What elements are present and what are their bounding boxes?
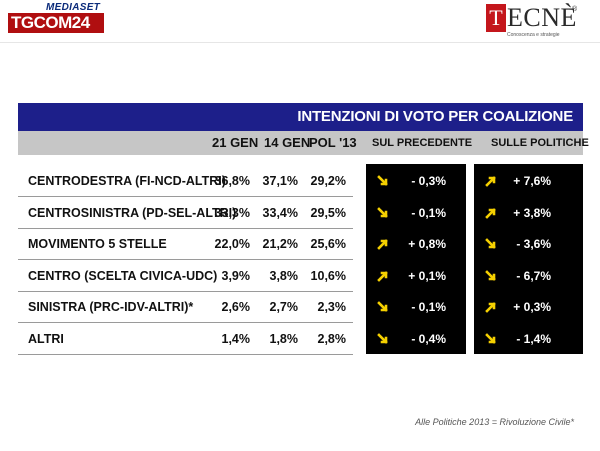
table-title-bar: INTENZIONI DI VOTO PER COALIZIONE [18,103,583,131]
value-21gen: 33,3% [214,205,250,220]
row-label: CENTROSINISTRA (PD-SEL-ALTRI) [28,205,237,220]
row-divider [18,353,353,355]
delta-precedente: + 0,1% [408,268,446,283]
row-divider [18,259,353,260]
delta-politiche: + 7,6% [513,174,551,188]
tecne-initial: T [486,4,506,32]
value-pol13: 2,8% [317,331,347,346]
delta-precedente: - 0,1% [411,300,446,314]
row-label: ALTRI [28,331,64,346]
row-label: MOVIMENTO 5 STELLE [28,237,167,251]
row-label: SINISTRA (PRC-IDV-ALTRI)* [28,300,194,314]
trend-down-icon [485,269,496,281]
delta-politiche: - 6,7% [516,268,551,283]
column-header-bar [18,131,583,155]
column-header-pol13: POL '13 [309,135,357,150]
value-21gen: 3,9% [221,268,251,283]
delta-precedente: - 0,3% [411,174,446,188]
value-14gen: 1,8% [269,331,299,346]
value-21gen: 22,0% [214,237,250,251]
registered-mark: ® [572,6,578,13]
value-pol13: 25,6% [310,237,346,251]
delta-precedente: - 0,4% [411,331,446,346]
trend-up-icon [485,302,496,313]
trend-up-icon [485,176,496,187]
column-header-sulle-politiche: SULLE POLITICHE [491,137,589,149]
trend-up-icon [377,270,388,282]
value-14gen: 33,4% [262,205,298,220]
row-divider [18,227,353,229]
delta-politiche: - 3,6% [516,237,551,251]
trend-down-icon [377,332,388,344]
delta-precedente: - 0,1% [411,205,446,220]
row-divider [18,290,353,292]
value-14gen: 3,8% [269,268,299,283]
tgcom24-logo: MEDIASET TGCOM24 [8,2,104,36]
value-pol13: 29,2% [310,174,346,188]
column-header-21gen: 21 GEN [212,135,259,150]
value-21gen: 2,6% [221,300,251,314]
delta-politiche-column [474,164,583,354]
value-21gen: 1,4% [221,331,251,346]
row-label: CENTRODESTRA (FI-NCD-ALTRI) [28,174,226,188]
value-14gen: 21,2% [262,237,298,251]
value-14gen: 37,1% [262,174,298,188]
value-14gen: 2,7% [269,300,299,314]
trend-up-icon [377,239,388,250]
delta-politiche: + 0,3% [513,300,551,314]
trend-up-icon [485,207,496,219]
delta-precedente-column [366,164,466,354]
trend-down-icon [485,238,496,249]
tecne-tagline: Conoscenza e strategie [507,32,560,38]
trend-down-icon [377,206,388,218]
header-divider [0,42,600,43]
value-pol13: 2,3% [317,300,347,314]
delta-politiche: - 1,4% [516,331,551,346]
tecne-wordmark: ECNÈ [507,3,577,32]
value-21gen: 36,8% [214,174,250,188]
row-divider [18,322,353,323]
footnote: Alle Politiche 2013 = Rivoluzione Civile… [415,417,574,427]
delta-precedente: + 0,8% [408,237,446,251]
tecne-logo: T ECNÈ ® Conoscenza e strategie [486,4,586,40]
column-header-14gen: 14 GEN [264,135,311,150]
table-title: INTENZIONI DI VOTO PER COALIZIONE [297,108,573,125]
mediaset-wordmark: MEDIASET [46,2,101,13]
row-divider [18,196,353,197]
trend-down-icon [377,301,388,312]
trend-down-icon [485,332,496,344]
tgcom24-wordmark: TGCOM24 [8,13,104,33]
row-label: CENTRO (SCELTA CIVICA-UDC) [28,268,218,283]
trend-down-icon [377,175,388,186]
delta-politiche: + 3,8% [513,205,551,220]
value-pol13: 29,5% [310,205,346,220]
value-pol13: 10,6% [310,268,346,283]
column-header-sul-precedente: SUL PRECEDENTE [372,137,473,149]
